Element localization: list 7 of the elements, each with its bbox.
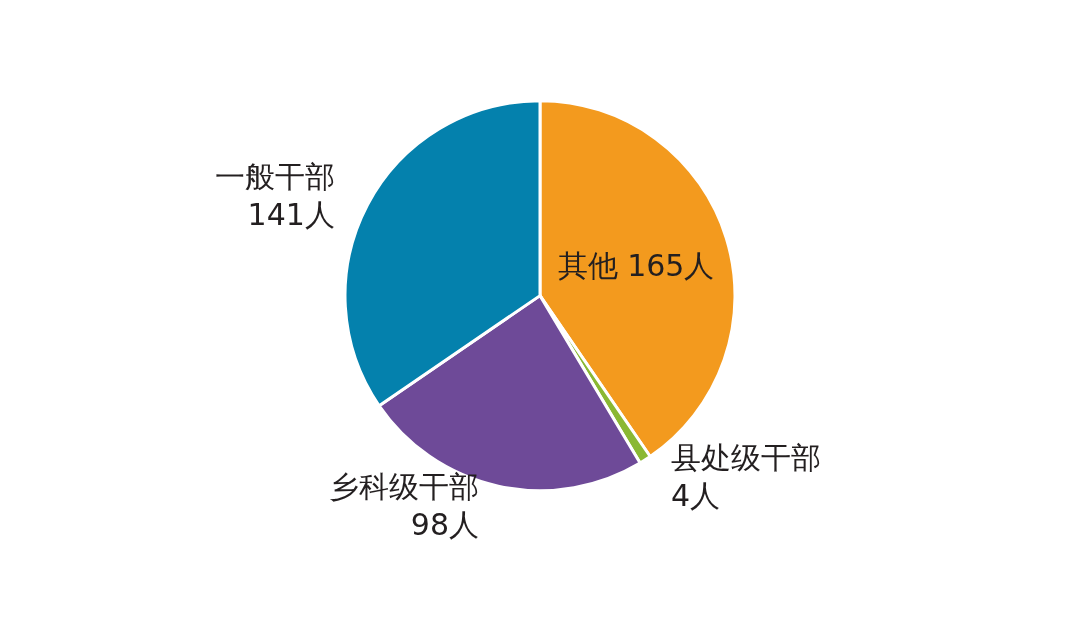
slice-label: 一般干部 (214, 158, 335, 194)
slice-label: 其他 165人 (557, 248, 715, 284)
slice-label: 县处级干部 (670, 440, 821, 476)
data-label: 141人 (247, 196, 335, 232)
data-label: 98人 (410, 507, 480, 543)
slice-label: 乡科级干部 (329, 469, 480, 505)
data-label: 4人 (670, 478, 721, 514)
